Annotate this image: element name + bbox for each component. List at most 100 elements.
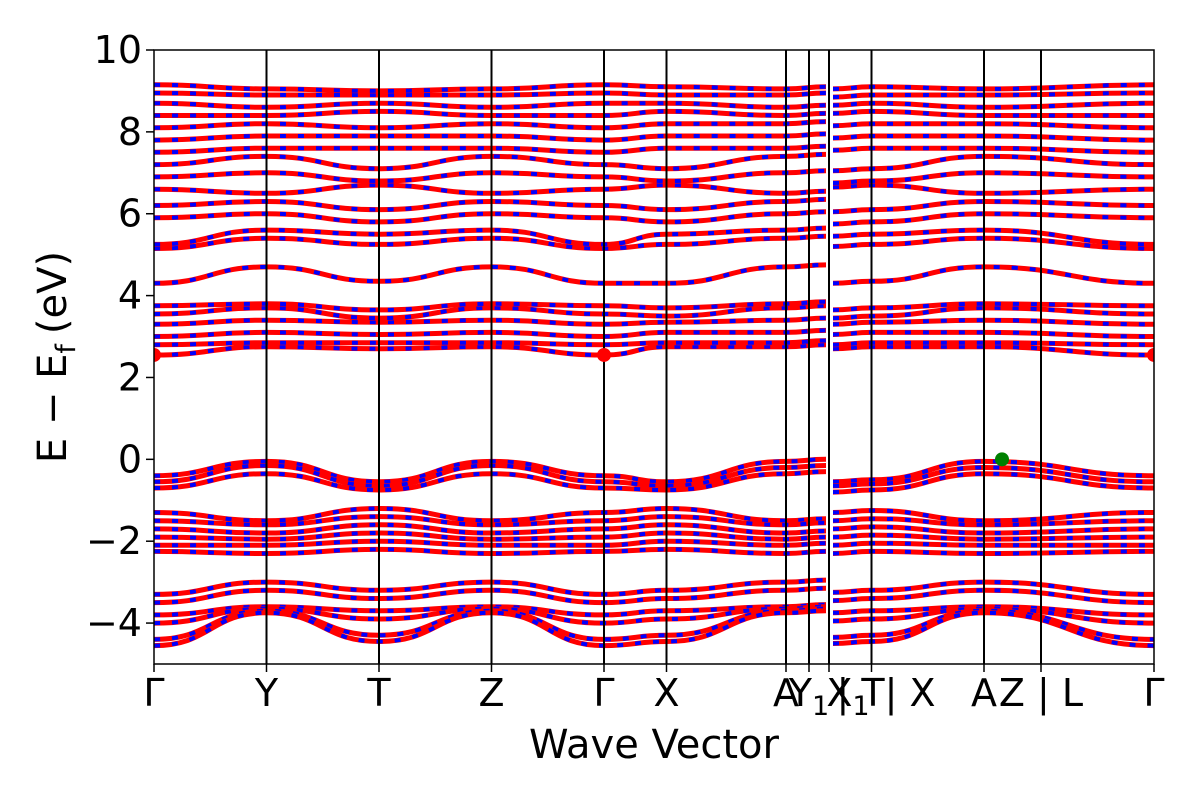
band-line-spin-up — [154, 342, 827, 358]
band-line-spin-up — [832, 329, 1154, 339]
band-line-spin-down — [154, 197, 827, 212]
band-line-spin-up — [154, 338, 827, 348]
band-line-spin-up — [154, 82, 827, 94]
band-line-spin-up — [154, 131, 827, 143]
band-line-spin-up — [154, 196, 827, 213]
band-line-spin-up — [832, 170, 1154, 186]
band-line-spin-up — [832, 264, 1154, 286]
band-line-spin-up — [154, 143, 827, 155]
band-line-spin-up — [832, 82, 1154, 92]
y-tick-label: −2 — [86, 519, 142, 563]
x-tick-label: Y — [254, 671, 279, 715]
band-line-spin-up — [832, 235, 1154, 251]
x-tick-label: A — [773, 671, 799, 715]
band-line-spin-up — [832, 145, 1154, 155]
x-tick-label: | T| X — [836, 671, 935, 716]
band-line-spin-up — [154, 299, 827, 313]
band-line-spin-up — [832, 153, 1154, 174]
band-line-spin-up — [154, 546, 827, 557]
band-line-spin-up — [832, 198, 1154, 215]
band-line-spin-up — [832, 606, 1154, 626]
band-line-spin-down — [154, 183, 827, 196]
band-line-spin-up — [154, 182, 827, 196]
vbm-marker — [995, 452, 1009, 467]
band-line-spin-up — [832, 579, 1154, 597]
band-line-spin-down — [154, 522, 827, 536]
band-line-spin-up — [154, 209, 827, 225]
band-line-spin-up — [832, 305, 1154, 321]
y-tick-label: 0 — [118, 437, 142, 481]
x-tick-label: Y1 — [788, 671, 829, 722]
cbm-marker — [1147, 347, 1154, 362]
band-line-spin-down — [154, 101, 827, 110]
band-line-spin-up — [832, 108, 1154, 119]
band-line-spin-up — [154, 505, 827, 524]
plot-frame — [153, 49, 1155, 665]
y-axis-title-main: E − E — [30, 354, 76, 464]
band-line-spin-up — [832, 121, 1154, 131]
band-line-spin-up — [832, 524, 1154, 536]
band-line-spin-up — [832, 182, 1154, 196]
y-tick-label: 8 — [118, 110, 142, 154]
band-line-spin-down — [154, 463, 827, 488]
band-line-spin-up — [154, 90, 827, 98]
band-line-spin-up — [832, 340, 1154, 348]
y-axis-title: E − Ef (eV) — [30, 251, 82, 463]
x-tick-label: X1 — [826, 671, 869, 722]
band-line-spin-down — [154, 168, 827, 184]
band-line-spin-up — [154, 168, 827, 184]
extrema-markers — [154, 347, 1154, 467]
band-line-spin-up — [154, 469, 827, 493]
band-line-spin-down — [154, 457, 827, 484]
band-line-spin-up — [154, 327, 827, 340]
band-line-spin-up — [832, 211, 1154, 227]
band-line-spin-up — [832, 301, 1154, 313]
band-line-spin-up — [154, 530, 827, 542]
band-line-spin-down — [154, 602, 827, 617]
band-line-spin-up — [832, 133, 1154, 143]
band-line-spin-up — [832, 548, 1154, 557]
band-line-spin-up — [154, 303, 827, 321]
band-line-spin-up — [832, 532, 1154, 542]
y-tick-label: −4 — [86, 601, 142, 645]
band-line-spin-up — [832, 471, 1154, 495]
x-tick-label: T — [366, 671, 391, 715]
y-tick-label: 2 — [118, 355, 142, 399]
band-line-spin-up — [832, 458, 1154, 485]
band-lines — [154, 82, 1154, 649]
band-line-spin-up — [154, 315, 827, 327]
y-axis-title-subscript: f — [51, 343, 82, 354]
cbm-marker — [597, 347, 611, 362]
x-tick-label: Z — [478, 671, 504, 715]
x-tick-label: Γ — [143, 671, 164, 715]
x-tick-label: X — [653, 671, 679, 715]
band-line-spin-down — [154, 209, 827, 224]
x-tick-label: Z | L — [999, 671, 1083, 716]
band-line-spin-up — [832, 516, 1154, 528]
band-line-spin-up — [154, 100, 827, 110]
band-line-spin-up — [154, 119, 827, 131]
cbm-marker — [154, 347, 161, 362]
band-line-spin-up — [154, 151, 827, 172]
band-line-spin-up — [832, 100, 1154, 110]
band-line-spin-up — [832, 227, 1154, 247]
x-axis-title: Wave Vector — [529, 722, 780, 768]
band-line-spin-up — [832, 587, 1154, 606]
band-line-spin-up — [832, 464, 1154, 489]
band-line-spin-down — [154, 514, 827, 527]
high-symmetry-lines — [265, 50, 1042, 664]
y-axis-title-unit: (eV) — [30, 251, 76, 334]
y-tick-label: 4 — [118, 274, 142, 318]
x-tick-label: A — [971, 671, 997, 715]
x-tick-label: Γ — [1143, 671, 1164, 715]
x-tick-label: Γ — [593, 671, 614, 715]
band-line-spin-up — [832, 507, 1154, 524]
y-tick-label: 6 — [118, 192, 142, 236]
band-line-spin-down — [154, 262, 827, 286]
y-tick-label: 10 — [94, 28, 142, 72]
band-line-spin-up — [832, 90, 1154, 100]
band-line-spin-up — [154, 585, 827, 606]
y-axis: −4 −2 0 2 4 6 8 10 — [86, 28, 154, 645]
